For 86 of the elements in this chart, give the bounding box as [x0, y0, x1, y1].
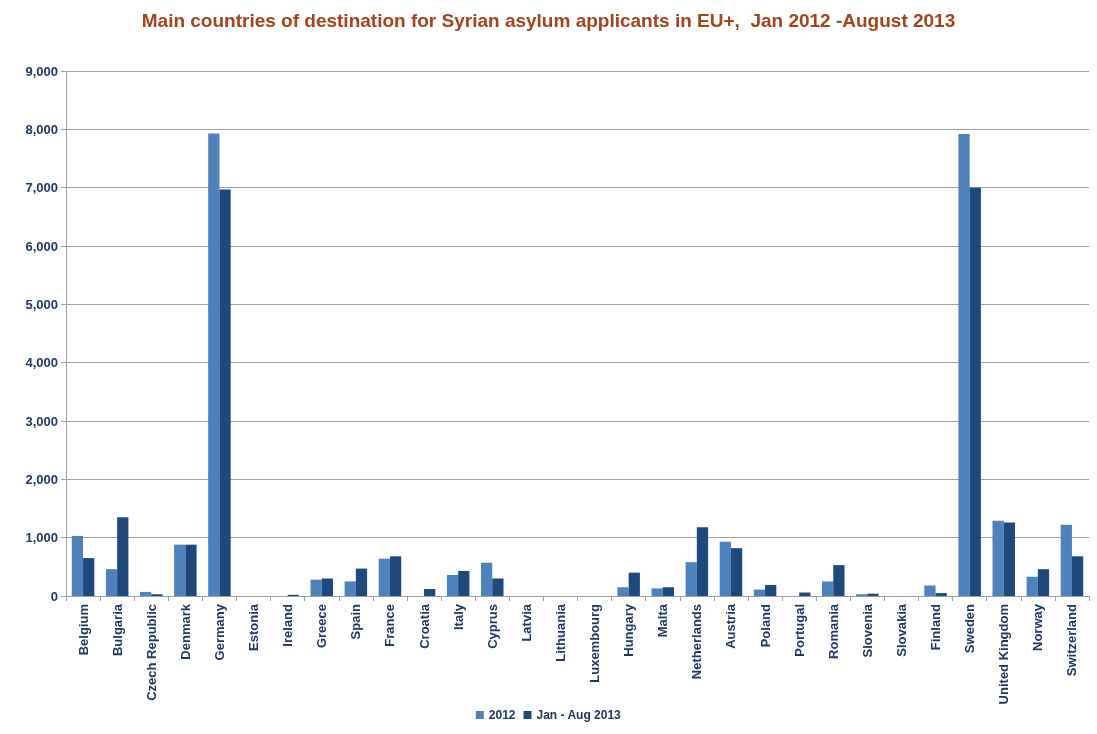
x-tick-label: Slovakia	[893, 603, 909, 657]
bar	[867, 593, 879, 596]
bar	[355, 568, 368, 596]
y-tick-label: 2,000	[25, 471, 58, 487]
x-tick-label: Lithuania	[552, 603, 568, 662]
bar	[378, 558, 390, 596]
x-tick-label: Estonia	[246, 603, 262, 651]
y-tick-label: 9,000	[25, 63, 58, 79]
x-tick-label: Greece	[314, 604, 330, 649]
bar	[833, 565, 845, 596]
y-tick-label: 6,000	[25, 238, 58, 254]
bar	[105, 569, 118, 596]
x-tick-label: Ireland	[280, 603, 296, 647]
x-tick-label: Sweden	[962, 603, 978, 654]
x-tick-label: Czech Republic	[143, 604, 159, 701]
bar	[992, 520, 1004, 596]
y-tick-label: 8,000	[25, 121, 58, 137]
y-tick-label: 4,000	[25, 355, 58, 371]
x-tick-label: Cyprus	[484, 604, 500, 649]
bar	[492, 578, 504, 596]
bar	[696, 527, 709, 596]
x-tick-label: Malta	[655, 603, 671, 638]
x-tick-label: Latvia	[518, 603, 534, 642]
bar	[174, 544, 186, 596]
bar	[685, 562, 697, 596]
bar	[219, 189, 231, 596]
bar	[924, 585, 936, 596]
y-tick-label: 0	[50, 588, 58, 604]
bar	[1060, 524, 1072, 596]
bar	[140, 591, 152, 596]
x-tick-label: Slovenia	[859, 603, 875, 658]
x-tick-label: Hungary	[621, 603, 637, 657]
bar	[719, 541, 731, 596]
bar	[730, 548, 743, 596]
bar	[458, 570, 470, 596]
bar	[117, 517, 129, 596]
x-tick-label: United Kingdom	[996, 604, 1012, 705]
y-tick-label: 5,000	[25, 296, 58, 312]
y-tick-label: 7,000	[25, 180, 58, 196]
x-tick-label: Switzerland	[1064, 603, 1080, 677]
bar	[1003, 522, 1015, 596]
bar	[481, 562, 493, 596]
bar	[83, 558, 95, 596]
y-tick-label: 3,000	[25, 413, 58, 429]
x-tick-label: Romania	[825, 603, 841, 659]
bar	[71, 535, 84, 596]
bar	[958, 134, 970, 596]
bar	[617, 587, 629, 596]
bar	[1071, 556, 1084, 596]
x-tick-label: Denmark	[177, 603, 193, 660]
bar	[185, 544, 197, 596]
chart-title: Main countries of destination for Syrian asylum applicants in EU+, Jan 2012 -August 2013	[141, 10, 956, 31]
bar	[753, 589, 766, 596]
x-tick-label: Austria	[723, 603, 739, 649]
bar	[662, 587, 674, 596]
x-tick-label: Luxembourg	[587, 603, 603, 683]
x-tick-label: Croatia	[416, 603, 432, 649]
x-tick-label: Belgium	[75, 604, 91, 656]
bar	[1026, 576, 1038, 596]
bar	[321, 578, 333, 596]
bar	[446, 575, 459, 596]
x-tick-label: Poland	[757, 603, 773, 648]
bar	[969, 187, 981, 596]
x-tick-label: Portugal	[791, 604, 807, 657]
bar	[935, 593, 947, 596]
x-tick-label: Norway	[1030, 603, 1046, 651]
bar	[822, 581, 834, 596]
bar	[208, 133, 220, 596]
y-tick-label: 1,000	[25, 530, 58, 546]
x-tick-label: Finland	[928, 603, 944, 651]
bar	[424, 589, 436, 596]
legend-label: 2012	[488, 708, 516, 722]
x-tick-label: France	[382, 604, 398, 647]
x-tick-label: Spain	[348, 603, 364, 640]
x-tick-label: Germany	[211, 603, 227, 661]
bar	[628, 572, 640, 596]
bar	[765, 584, 777, 596]
x-tick-label: Netherlands	[689, 604, 705, 680]
legend-label: Jan - Aug 2013	[536, 708, 622, 722]
bar	[1037, 569, 1050, 596]
bar	[310, 579, 322, 596]
bar	[344, 581, 356, 596]
x-tick-label: Italy	[450, 603, 466, 631]
x-tick-label: Bulgaria	[109, 603, 125, 657]
bar	[389, 556, 402, 596]
bar	[651, 588, 663, 596]
